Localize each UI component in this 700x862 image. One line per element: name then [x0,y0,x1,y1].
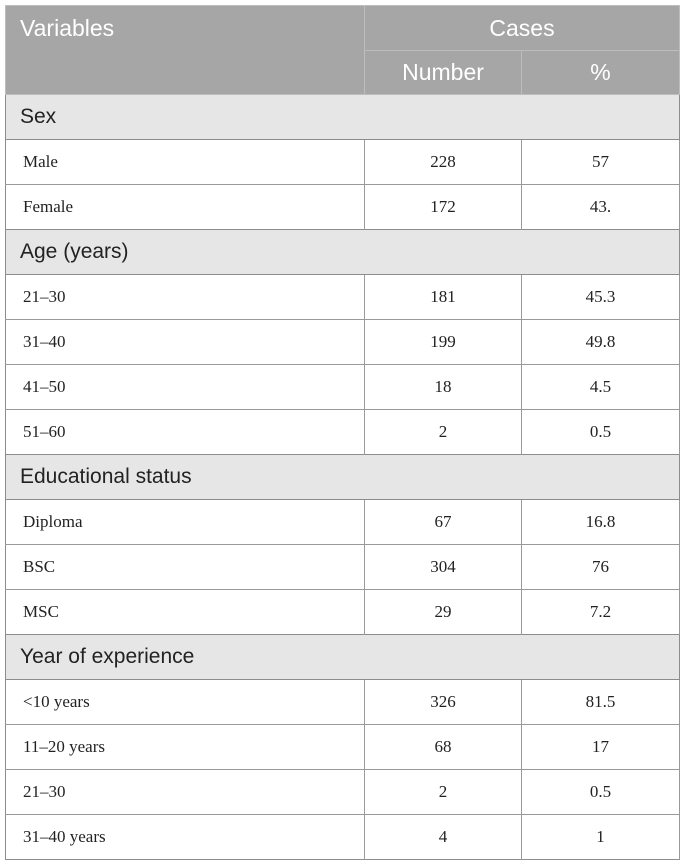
row-number: 199 [364,319,522,365]
row-percent: 57 [521,139,681,185]
row-label: Diploma [5,499,365,545]
section-row: Age (years) [5,229,680,275]
row-label: 41–50 [5,364,365,410]
row-number: 18 [364,364,522,410]
table-row: Male 228 57 [5,139,681,185]
row-percent: 4.5 [521,364,681,410]
section-row: Year of experience [5,634,680,680]
row-label: 11–20 years [5,724,365,770]
row-number: 172 [364,184,522,230]
table-row: 41–50 18 4.5 [5,364,681,410]
percent-header: % [520,50,681,95]
row-number: 4 [364,814,522,860]
row-percent: 43. [521,184,681,230]
row-number: 2 [364,769,522,815]
row-percent: 0.5 [521,409,681,455]
row-label: 51–60 [5,409,365,455]
row-percent: 76 [521,544,681,590]
section-title: Year of experience [5,634,680,680]
cases-header: Cases [363,5,681,51]
row-label: 31–40 [5,319,365,365]
table-row: 51–60 2 0.5 [5,409,681,455]
row-number: 228 [364,139,522,185]
row-percent: 0.5 [521,769,681,815]
table-row: MSC 29 7.2 [5,589,681,635]
row-percent: 17 [521,724,681,770]
row-percent: 81.5 [521,679,681,725]
section-title: Age (years) [5,229,680,275]
row-number: 304 [364,544,522,590]
table-row: <10 years 326 81.5 [5,679,681,725]
demographics-table: Variables Cases Number % Sex Male 228 57 Fem… [5,5,681,860]
row-percent: 16.8 [521,499,681,545]
table-row: BSC 304 76 [5,544,681,590]
row-label: 21–30 [5,274,365,320]
section-title: Educational status [5,454,680,500]
table-row: Female 172 43. [5,184,681,230]
row-percent: 7.2 [521,589,681,635]
table-row: 31–40 years 4 1 [5,814,681,860]
row-number: 68 [364,724,522,770]
table-row: 21–30 181 45.3 [5,274,681,320]
number-header: Number [364,50,522,95]
row-percent: 45.3 [521,274,681,320]
row-label: <10 years [5,679,365,725]
table-row: 21–30 2 0.5 [5,769,681,815]
section-row: Educational status [5,454,680,500]
table-body: Sex Male 228 57 Female 172 43. Age (years) 21–30… [5,94,681,860]
table-row: Diploma 67 16.8 [5,499,681,545]
row-number: 2 [364,409,522,455]
row-number: 181 [364,274,522,320]
section-title: Sex [5,94,680,140]
row-label: 31–40 years [5,814,365,860]
row-label: MSC [5,589,365,635]
row-label: Female [5,184,365,230]
row-percent: 49.8 [521,319,681,365]
row-number: 67 [364,499,522,545]
table-row: 31–40 199 49.8 [5,319,681,365]
section-row: Sex [5,94,680,140]
row-label: 21–30 [5,769,365,815]
row-label: BSC [5,544,365,590]
table-header: Variables Cases Number % [5,5,681,95]
row-label: Male [5,139,365,185]
row-percent: 1 [521,814,681,860]
row-number: 29 [364,589,522,635]
table-row: 11–20 years 68 17 [5,724,681,770]
row-number: 326 [364,679,522,725]
variables-header: Variables [5,5,365,95]
